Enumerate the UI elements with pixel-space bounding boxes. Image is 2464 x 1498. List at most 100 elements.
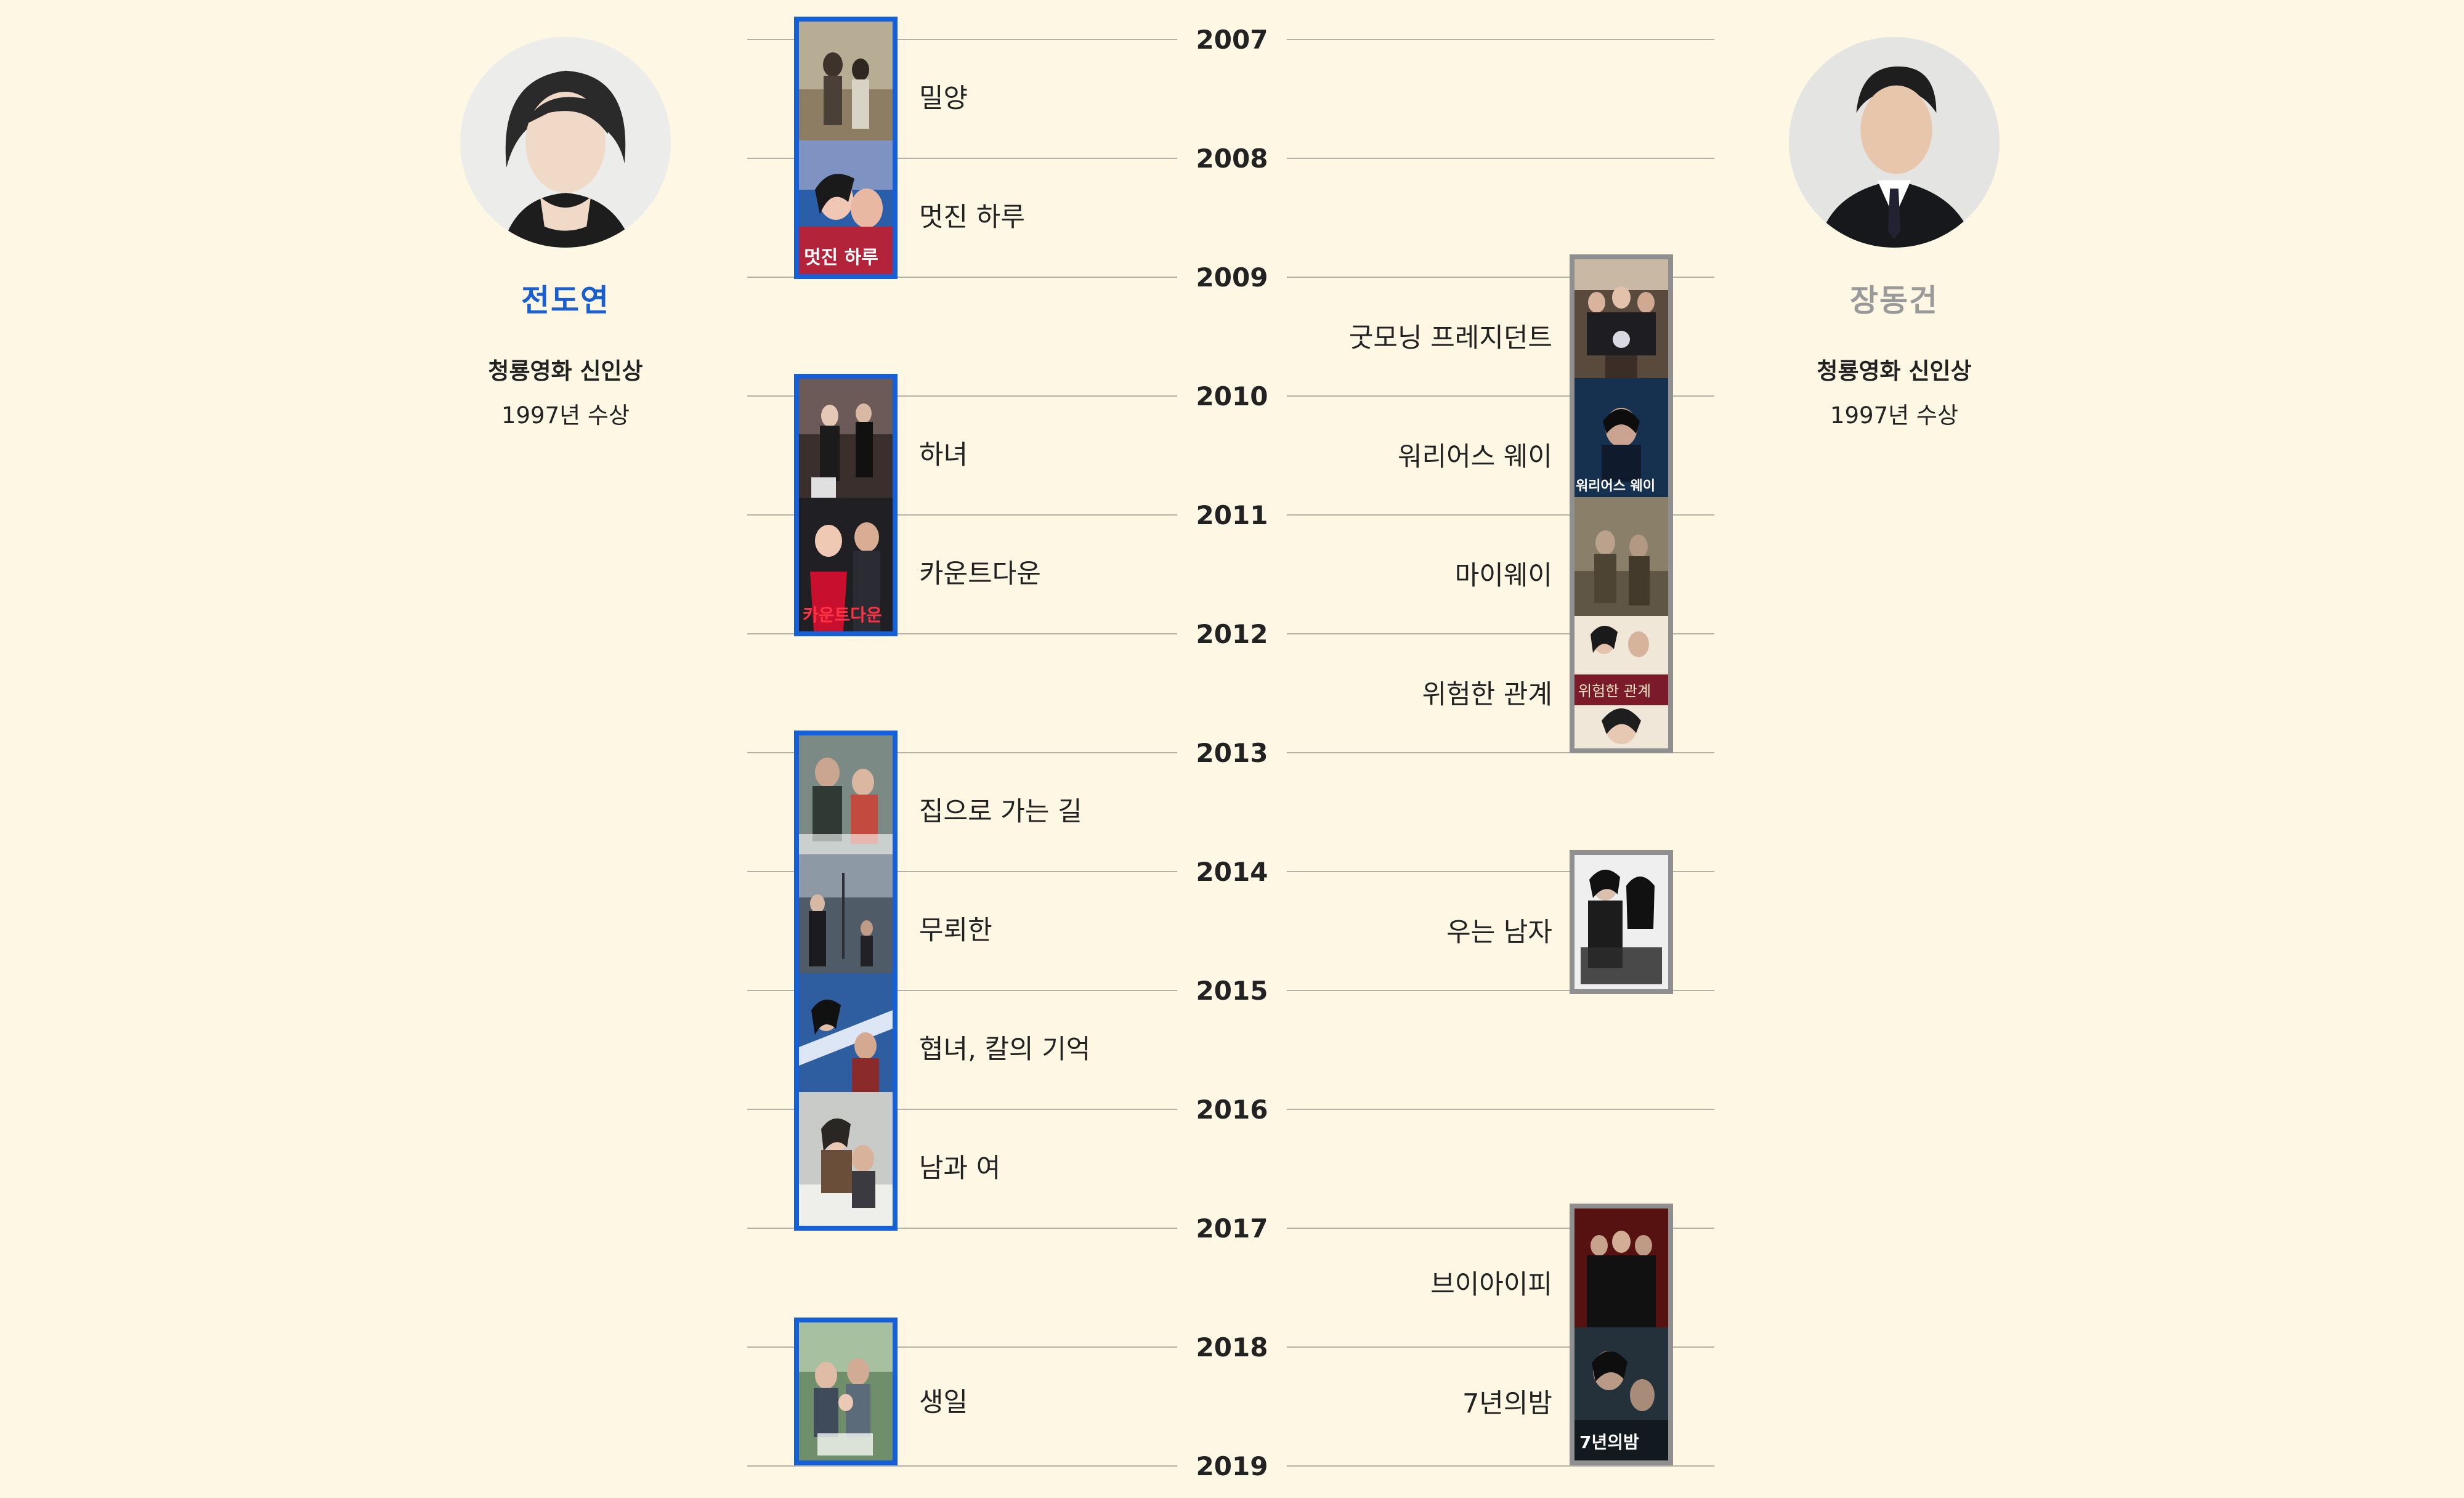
timeline-year: 2012 bbox=[1196, 619, 1268, 649]
actor-left-profile: 전도연 청룡영화 신인상 1997년 수상 bbox=[405, 37, 726, 430]
left-poster-group bbox=[794, 1318, 898, 1465]
timeline-line-left bbox=[747, 39, 1177, 40]
poster-title-text: 멋진 하루 bbox=[804, 247, 878, 269]
timeline-line-left bbox=[747, 990, 1177, 991]
film-title[interactable]: 하녀 bbox=[919, 440, 968, 471]
timeline-line-right bbox=[1287, 1346, 1714, 1348]
movie-poster-image: 7년의밤 bbox=[1574, 1327, 1668, 1460]
poster-milyang[interactable] bbox=[799, 22, 893, 140]
poster-good-morning-president[interactable] bbox=[1574, 259, 1668, 378]
timeline-line-left bbox=[747, 1109, 1177, 1110]
timeline-year: 2010 bbox=[1196, 381, 1268, 411]
actor-left-award: 청룡영화 신인상 bbox=[488, 358, 643, 384]
actor-right-avatar bbox=[1789, 37, 2000, 248]
timeline-line-left bbox=[747, 158, 1177, 159]
timeline-line-left bbox=[747, 752, 1177, 753]
actor-right-profile: 장동건 청룡영화 신인상 1997년 수상 bbox=[1734, 37, 2054, 430]
timeline-year: 2016 bbox=[1196, 1095, 1268, 1125]
timeline-line-left bbox=[747, 1228, 1177, 1229]
right-poster-group: 7년의밤 bbox=[1570, 1204, 1673, 1465]
movie-poster-image bbox=[799, 1092, 893, 1226]
timeline-year: 2008 bbox=[1196, 144, 1268, 174]
film-title[interactable]: 우는 남자 bbox=[1446, 917, 1552, 948]
movie-poster-image bbox=[799, 973, 893, 1092]
poster-my-dear-enemy[interactable]: 멋진 하루 bbox=[799, 140, 893, 274]
timeline-line-left bbox=[747, 871, 1177, 872]
movie-poster-image bbox=[799, 22, 893, 140]
actor-right-award-year: 1997년 수상 bbox=[1830, 402, 1959, 429]
timeline-line-right bbox=[1287, 871, 1714, 872]
actor-right-name: 장동건 bbox=[1850, 283, 1939, 318]
right-poster-group: 워리어스 웨이 위험한 관계 bbox=[1570, 254, 1673, 753]
timeline-line-right bbox=[1287, 990, 1714, 991]
film-title[interactable]: 워리어스 웨이 bbox=[1397, 442, 1552, 472]
actor-left-award-year: 1997년 수상 bbox=[501, 402, 630, 429]
film-title[interactable]: 굿모닝 프레지던트 bbox=[1348, 323, 1552, 354]
timeline-line-right bbox=[1287, 514, 1714, 516]
film-title[interactable]: 위험한 관계 bbox=[1422, 679, 1552, 710]
timeline-year: 2018 bbox=[1196, 1332, 1268, 1362]
film-title[interactable]: 멋진 하루 bbox=[919, 202, 1025, 233]
movie-poster-image: 워리어스 웨이 bbox=[1574, 378, 1668, 497]
poster-vip[interactable] bbox=[1574, 1209, 1668, 1327]
timeline-line-right bbox=[1287, 395, 1714, 397]
timeline-line-right bbox=[1287, 1465, 1714, 1467]
actor-right-award: 청룡영화 신인상 bbox=[1817, 358, 1972, 384]
right-poster-group bbox=[1570, 850, 1673, 994]
timeline-line-right bbox=[1287, 158, 1714, 159]
timeline-line-right bbox=[1287, 1228, 1714, 1229]
poster-the-warriors-way[interactable]: 워리어스 웨이 bbox=[1574, 378, 1668, 497]
timeline-line-right bbox=[1287, 633, 1714, 634]
actress-portrait-image bbox=[460, 37, 671, 248]
film-title[interactable]: 남과 여 bbox=[919, 1153, 1001, 1184]
timeline-line-left bbox=[747, 1346, 1177, 1348]
poster-title-text: 위험한 관계 bbox=[1578, 682, 1651, 700]
poster-the-shameless[interactable] bbox=[799, 854, 893, 973]
timeline-year: 2017 bbox=[1196, 1213, 1268, 1244]
poster-dangerous-liaisons[interactable]: 위험한 관계 bbox=[1574, 616, 1668, 748]
movie-poster-image bbox=[799, 854, 893, 973]
timeline-year: 2014 bbox=[1196, 857, 1268, 887]
timeline-line-right bbox=[1287, 752, 1714, 753]
timeline-line-left bbox=[747, 633, 1177, 634]
poster-seven-years-of-night[interactable]: 7년의밤 bbox=[1574, 1327, 1668, 1460]
film-title[interactable]: 밀양 bbox=[919, 83, 968, 114]
poster-way-back-home[interactable] bbox=[799, 735, 893, 854]
left-poster-group: 카운트다운 bbox=[794, 374, 898, 636]
timeline-line-left bbox=[747, 514, 1177, 516]
film-title[interactable]: 브이아이피 bbox=[1430, 1269, 1552, 1300]
left-poster-group: 멋진 하루 bbox=[794, 17, 898, 279]
movie-poster-image: 멋진 하루 bbox=[799, 140, 893, 274]
film-title[interactable]: 협녀, 칼의 기억 bbox=[919, 1034, 1091, 1065]
poster-no-tears-for-the-dead[interactable] bbox=[1574, 855, 1668, 989]
movie-poster-image bbox=[799, 735, 893, 854]
actor-left-name: 전도연 bbox=[521, 283, 610, 318]
movie-poster-image bbox=[799, 379, 893, 498]
film-title[interactable]: 카운트다운 bbox=[919, 559, 1041, 589]
poster-birthday[interactable] bbox=[799, 1322, 893, 1460]
film-title[interactable]: 생일 bbox=[919, 1387, 968, 1418]
poster-title-text: 카운트다운 bbox=[803, 605, 882, 625]
timeline-line-left bbox=[747, 395, 1177, 397]
poster-my-way[interactable] bbox=[1574, 497, 1668, 616]
movie-poster-image bbox=[799, 1322, 893, 1460]
movie-poster-image: 카운트다운 bbox=[799, 498, 893, 631]
film-title[interactable]: 마이웨이 bbox=[1454, 561, 1552, 591]
poster-a-man-and-a-woman[interactable] bbox=[799, 1092, 893, 1226]
timeline-year: 2019 bbox=[1196, 1451, 1268, 1481]
timeline-line-right bbox=[1287, 1109, 1714, 1110]
timeline-line-right bbox=[1287, 277, 1714, 278]
timeline-year: 2011 bbox=[1196, 500, 1268, 530]
timeline-year: 2015 bbox=[1196, 976, 1268, 1006]
actor-portrait-image bbox=[1789, 37, 2000, 248]
poster-title-text: 7년의밤 bbox=[1579, 1432, 1639, 1452]
movie-poster-image: 위험한 관계 bbox=[1574, 616, 1668, 748]
poster-countdown[interactable]: 카운트다운 bbox=[799, 498, 893, 631]
poster-memories-of-the-sword[interactable] bbox=[799, 973, 893, 1092]
poster-the-housemaid[interactable] bbox=[799, 379, 893, 498]
timeline-line-left bbox=[747, 277, 1177, 278]
film-title[interactable]: 7년의밤 bbox=[1462, 1388, 1552, 1419]
timeline-year: 2009 bbox=[1196, 262, 1268, 293]
film-title[interactable]: 집으로 가는 길 bbox=[919, 796, 1082, 827]
film-title[interactable]: 무뢰한 bbox=[919, 915, 992, 946]
